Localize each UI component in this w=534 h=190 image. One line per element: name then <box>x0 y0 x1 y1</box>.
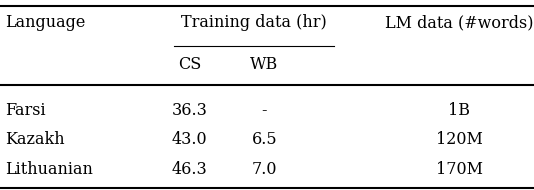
Text: Language: Language <box>5 14 86 31</box>
Text: 1B: 1B <box>448 102 470 119</box>
Text: 43.0: 43.0 <box>172 131 207 148</box>
Text: 170M: 170M <box>436 161 483 178</box>
Text: 36.3: 36.3 <box>171 102 208 119</box>
Text: LM data (#words): LM data (#words) <box>385 14 533 31</box>
Text: Kazakh: Kazakh <box>5 131 65 148</box>
Text: -: - <box>262 102 267 119</box>
Text: Lithuanian: Lithuanian <box>5 161 93 178</box>
Text: WB: WB <box>250 56 278 73</box>
Text: 46.3: 46.3 <box>172 161 207 178</box>
Text: CS: CS <box>178 56 201 73</box>
Text: Farsi: Farsi <box>5 102 46 119</box>
Text: Training data (hr): Training data (hr) <box>181 14 326 31</box>
Text: 7.0: 7.0 <box>252 161 277 178</box>
Text: 120M: 120M <box>436 131 483 148</box>
Text: 6.5: 6.5 <box>252 131 277 148</box>
